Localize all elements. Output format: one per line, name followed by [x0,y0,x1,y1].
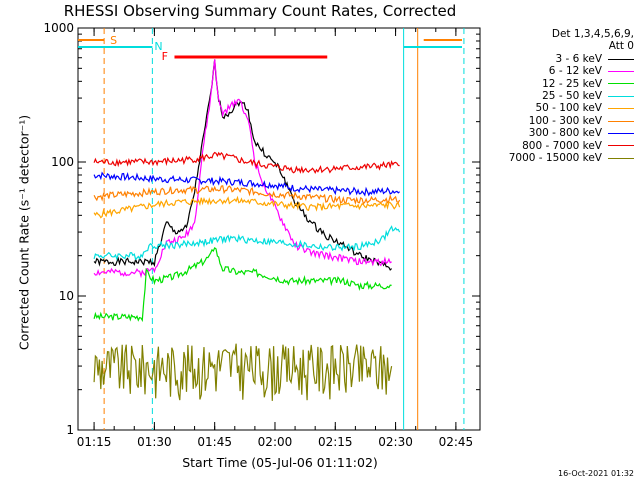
legend-entry: 100 - 300 keV [509,115,634,127]
x-axis-label: Start Time (05-Jul-06 01:11:02) [182,455,378,470]
legend-swatch [608,120,634,122]
legend-entry: 800 - 7000 keV [509,140,634,152]
legend-label: 25 - 50 keV [542,90,602,103]
legend-entry: 25 - 50 keV [509,90,634,102]
chart-title: RHESSI Observing Summary Count Rates, Co… [63,2,457,20]
legend-label: 50 - 100 keV [535,102,602,115]
legend-label: 7000 - 15000 keV [508,152,602,165]
x-tick-label: 02:30 [378,435,413,449]
legend-entry: 300 - 800 keV [509,127,634,139]
y-tick-label: 10 [59,289,74,303]
series-line-6 [93,171,400,197]
legend-label: 12 - 25 keV [542,77,602,90]
plot-area: 1 10 100 1000 01:15 01:30 01:45 02:00 02:15 02:30… [43,21,481,449]
series-line-7 [93,151,400,174]
x-tick-label: 02:45 [439,435,474,449]
annotation-f: F [162,50,168,63]
series-line-2 [93,246,392,323]
legend-swatch [608,145,634,147]
legend-swatch [608,157,634,159]
series-line-3 [93,225,401,262]
legend-label: 6 - 12 keV [548,65,602,78]
series-line-5 [93,185,401,206]
legend-detectors: Det 1,3,4,5,6,9, [551,28,634,40]
y-tick-label: 1 [66,423,74,437]
legend-label: 3 - 6 keV [555,52,602,65]
y-tick-label: 1000 [43,21,74,35]
legend-entry: 50 - 100 keV [509,102,634,114]
legend-entry: 3 - 6 keV [509,53,634,65]
legend-swatch [608,58,634,60]
x-tick-label: 02:00 [258,435,293,449]
x-tick-label: 01:45 [197,435,232,449]
legend-swatch [608,132,634,134]
annotation-s: S [110,34,117,47]
legend-label: 300 - 800 keV [528,127,602,140]
x-tick-label: 01:15 [77,435,112,449]
render-timestamp: 16-Oct-2021 01:32 [558,469,634,478]
series-line-0 [93,59,393,271]
legend-swatch [608,108,634,110]
y-axis-label: Corrected Count Rate (s⁻¹ detector⁻¹) [16,114,32,351]
legend: Det 1,3,4,5,6,9, Att 0 3 - 6 keV 6 - 12 k… [509,28,634,164]
plot-frame [77,27,481,431]
series-line-8 [93,343,393,401]
legend-swatch [608,83,634,85]
legend-entry: 7000 - 15000 keV [509,152,634,164]
series-line-1 [93,59,392,279]
legend-entry: 12 - 25 keV [509,78,634,90]
series-line-4 [93,195,401,219]
legend-swatch [608,70,634,72]
legend-swatch [608,95,634,97]
legend-label: 100 - 300 keV [528,114,602,127]
legend-attenuator: Att 0 [608,40,634,53]
legend-label: 800 - 7000 keV [522,139,602,152]
annotation-n: N [154,40,162,53]
x-tick-label: 01:30 [137,435,172,449]
legend-entry: 6 - 12 keV [509,65,634,77]
y-tick-label: 100 [51,155,74,169]
x-tick-label: 02:15 [318,435,353,449]
